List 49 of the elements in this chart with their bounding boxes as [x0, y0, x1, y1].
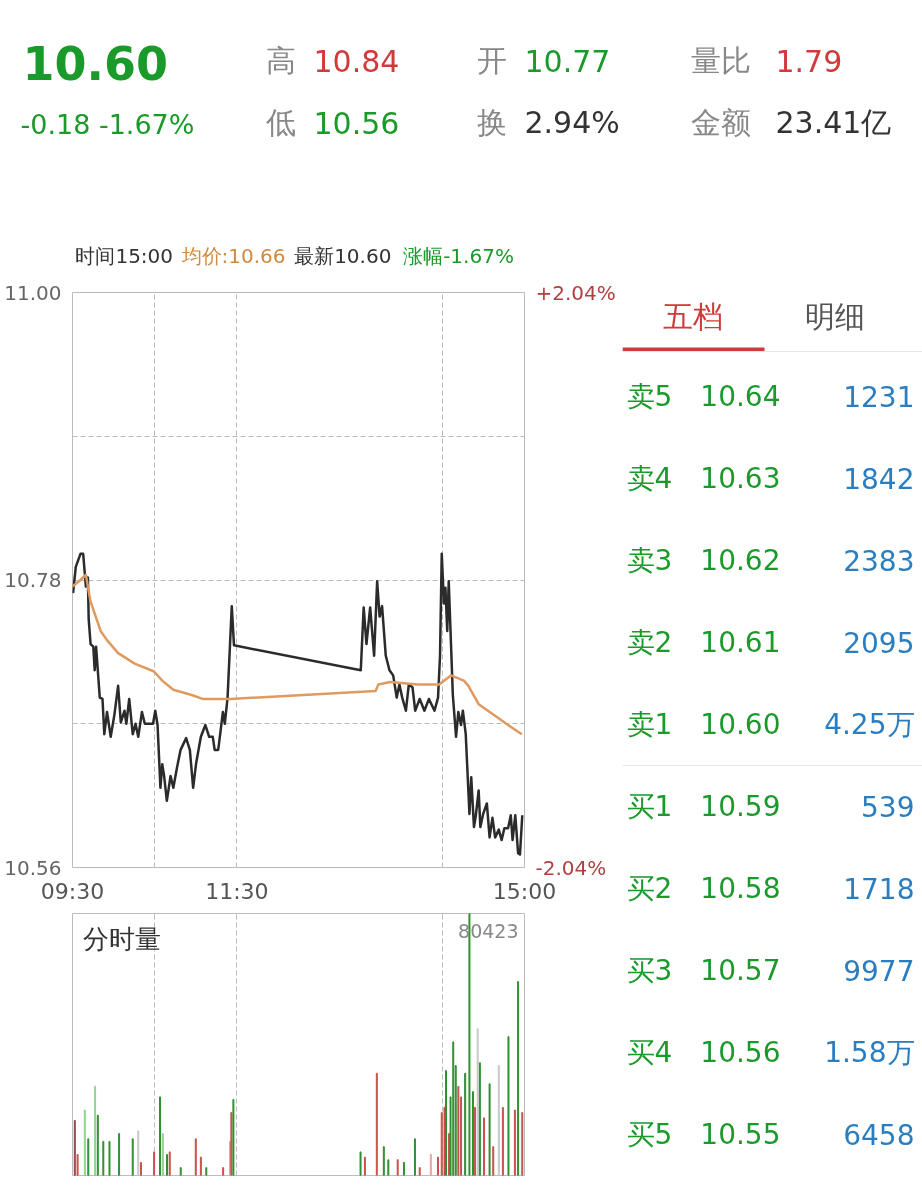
text: -0.18 -1.67% [20, 109, 195, 140]
annotation: 分时量 [82, 923, 161, 954]
text: 低 [265, 105, 296, 140]
text: 1842 [843, 463, 915, 496]
text: 开 [476, 43, 507, 78]
text: 买1 10.59 [626, 790, 781, 823]
text: 2095 [843, 627, 915, 660]
y-tick-label: 10.78 [4, 568, 62, 592]
text: 6458 [843, 1119, 915, 1152]
y-tick-label: 10.56 [4, 855, 62, 880]
text: 买4 10.56 [626, 1036, 781, 1069]
text: 卖4 10.63 [626, 462, 781, 495]
text: 卖3 10.62 [626, 544, 781, 577]
text: 换 [476, 105, 507, 140]
text: 1718 [843, 873, 915, 906]
text: 10.84 [313, 43, 400, 79]
text: 买5 10.55 [626, 1118, 781, 1151]
text: 卖5 10.64 [626, 380, 781, 413]
text: 最新10.60 [294, 243, 392, 268]
text: 高 [265, 43, 296, 78]
y-tick-label: 11.00 [4, 280, 62, 305]
text: 23.41亿 [775, 105, 892, 140]
text: 均价:10.66 [180, 243, 286, 268]
text: 1.58万 [824, 1036, 915, 1069]
x-tick-label: 09:30 [40, 878, 105, 904]
y2-tick-label: +2.04% [535, 280, 616, 305]
text: 明细 [804, 299, 865, 334]
text: 卖2 10.61 [626, 626, 781, 659]
x-tick-label: 11:30 [205, 878, 269, 904]
text: 五档 [662, 299, 723, 334]
text: 10.77 [524, 43, 611, 79]
text: 量比 [690, 43, 751, 78]
text: 1231 [843, 381, 915, 414]
y2-tick-label: -2.04% [535, 855, 607, 880]
text: 时间15:00 [75, 243, 174, 268]
x-tick-label: 15:00 [492, 878, 557, 904]
text: 买2 10.58 [626, 872, 781, 905]
text: 买3 10.57 [626, 954, 781, 987]
text: 10.60 [22, 36, 169, 91]
text: 卖1 10.60 [626, 708, 781, 741]
text: 涨幅-1.67% [403, 243, 514, 268]
text: 4.25万 [824, 708, 915, 741]
text: 10.56 [313, 105, 400, 141]
text: 2383 [843, 545, 915, 578]
text: 1.79 [775, 43, 843, 79]
text: 金额 [690, 105, 751, 140]
text: 539 [861, 791, 915, 824]
text: 2.94% [524, 105, 620, 140]
text: 9977 [843, 955, 915, 988]
